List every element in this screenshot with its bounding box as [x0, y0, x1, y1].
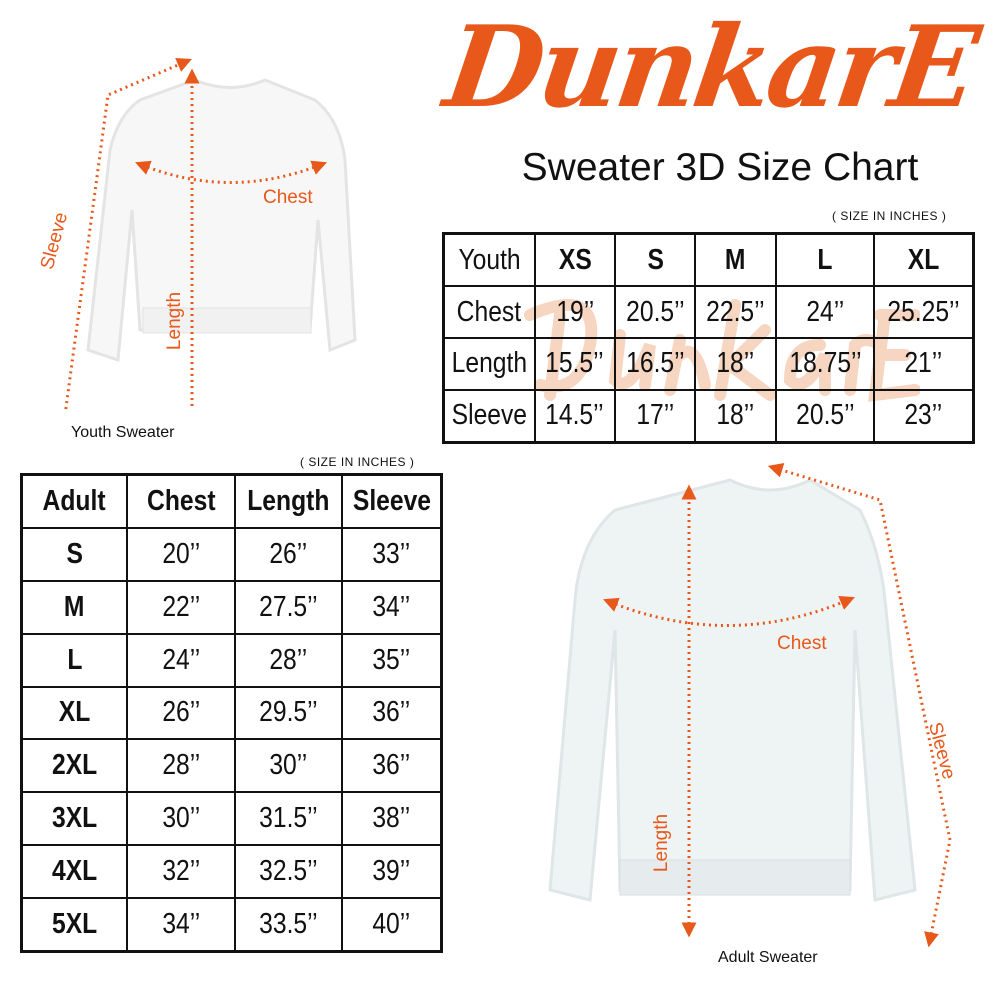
cell: 20.5’’ [614, 285, 697, 339]
youth-unit-note: ( SIZE IN INCHES ) [832, 209, 947, 223]
cell: 16.5’’ [614, 336, 697, 391]
cell: 28’’ [126, 738, 236, 794]
cell: 26’’ [234, 527, 343, 582]
cell: 24’’ [126, 632, 236, 688]
youth-sweater-illustration [64, 58, 357, 410]
cell: 30’’ [126, 791, 236, 847]
cell: 33’’ [341, 527, 443, 582]
table-row: 5XL 34’’ 33.5’’ 40’’ [20, 896, 443, 953]
brand-logo: DunkarE [437, 4, 983, 132]
cell: 33.5’’ [234, 896, 343, 953]
adult-length-label: Length [651, 813, 673, 873]
table-row: 3XL 30’’ 31.5’’ 38’’ [20, 791, 443, 847]
row-label: Chest [442, 285, 536, 339]
cell: 24’’ [774, 285, 876, 339]
cell: 36’’ [341, 738, 443, 794]
row-label: XL [20, 685, 128, 741]
row-label: S [20, 527, 128, 582]
youth-chest-label: Chest [263, 187, 313, 208]
table-row: Chest 19’’ 20.5’’ 22.5’’ 24’’ 25.25’’ [442, 285, 975, 339]
page-title: Sweater 3D Size Chart [521, 146, 919, 189]
table-row: L 24’’ 28’’ 35’’ [20, 632, 443, 688]
row-label: L [20, 632, 128, 688]
cell: 18’’ [694, 388, 777, 444]
row-label: M [20, 579, 128, 635]
youth-caption: Youth Sweater [71, 424, 175, 441]
cell: 26’’ [126, 685, 236, 741]
table-row: 4XL 32’’ 32.5’’ 39’’ [20, 844, 443, 899]
cell: 38’’ [341, 791, 443, 847]
table-row: XL 26’’ 29.5’’ 36’’ [20, 685, 443, 741]
cell: 25.25’’ [873, 285, 975, 339]
cell: 29.5’’ [234, 685, 343, 741]
header-cell: Sleeve [341, 473, 443, 530]
cell: 17’’ [614, 388, 697, 444]
header-cell: XL [873, 232, 975, 288]
row-label: 2XL [20, 738, 128, 794]
cell: 31.5’’ [234, 791, 343, 847]
table-header-row: Adult Chest Length Sleeve [20, 473, 443, 530]
cell: 19’’ [533, 285, 617, 339]
row-label: 5XL [20, 896, 128, 953]
adult-unit-note: ( SIZE IN INCHES ) [300, 455, 415, 469]
cell: 22’’ [126, 579, 236, 635]
youth-length-label: Length [164, 291, 186, 351]
row-label: Length [442, 336, 536, 391]
cell: 32.5’’ [234, 844, 343, 899]
cell: 18’’ [694, 336, 777, 391]
adult-sweater-illustration [548, 463, 952, 948]
header-cell: S [614, 232, 697, 288]
cell: 27.5’’ [234, 579, 343, 635]
header-cell: XS [533, 232, 617, 288]
row-label: Sleeve [442, 388, 536, 444]
table-row: Length 15.5’’ 16.5’’ 18’’ 18.75’’ 21’’ [442, 336, 975, 391]
cell: 36’’ [341, 685, 443, 741]
cell: 23’’ [873, 388, 975, 444]
table-row: S 20’’ 26’’ 33’’ [20, 527, 443, 582]
cell: 14.5’’ [533, 388, 617, 444]
header-cell: Length [234, 473, 343, 530]
cell: 20’’ [126, 527, 236, 582]
row-label: 3XL [20, 791, 128, 847]
cell: 22.5’’ [694, 285, 777, 339]
table-row: Sleeve 14.5’’ 17’’ 18’’ 20.5’’ 23’’ [442, 388, 975, 444]
table-row: M 22’’ 27.5’’ 34’’ [20, 579, 443, 635]
cell: 28’’ [234, 632, 343, 688]
cell: 21’’ [873, 336, 975, 391]
cell: 20.5’’ [774, 388, 876, 444]
youth-size-table: Youth XS S M L XL Chest 19’’ 20.5’’ 22.5… [442, 232, 975, 444]
header-cell: Adult [20, 473, 128, 530]
table-header-row: Youth XS S M L XL [442, 232, 975, 288]
adult-chest-label: Chest [777, 633, 827, 654]
cell: 15.5’’ [533, 336, 617, 391]
header-cell: Youth [442, 232, 536, 288]
header-cell: Chest [126, 473, 236, 530]
cell: 39’’ [341, 844, 443, 899]
cell: 34’’ [126, 896, 236, 953]
adult-size-table: Adult Chest Length Sleeve S 20’’ 26’’ 33’’ M… [20, 473, 443, 953]
cell: 32’’ [126, 844, 236, 899]
header-cell: L [774, 232, 876, 288]
cell: 18.75’’ [774, 336, 876, 391]
table-row: 2XL 28’’ 30’’ 36’’ [20, 738, 443, 794]
row-label: 4XL [20, 844, 128, 899]
adult-caption: Adult Sweater [718, 949, 818, 966]
cell: 35’’ [341, 632, 443, 688]
cell: 40’’ [341, 896, 443, 953]
header-cell: M [694, 232, 777, 288]
cell: 34’’ [341, 579, 443, 635]
cell: 30’’ [234, 738, 343, 794]
